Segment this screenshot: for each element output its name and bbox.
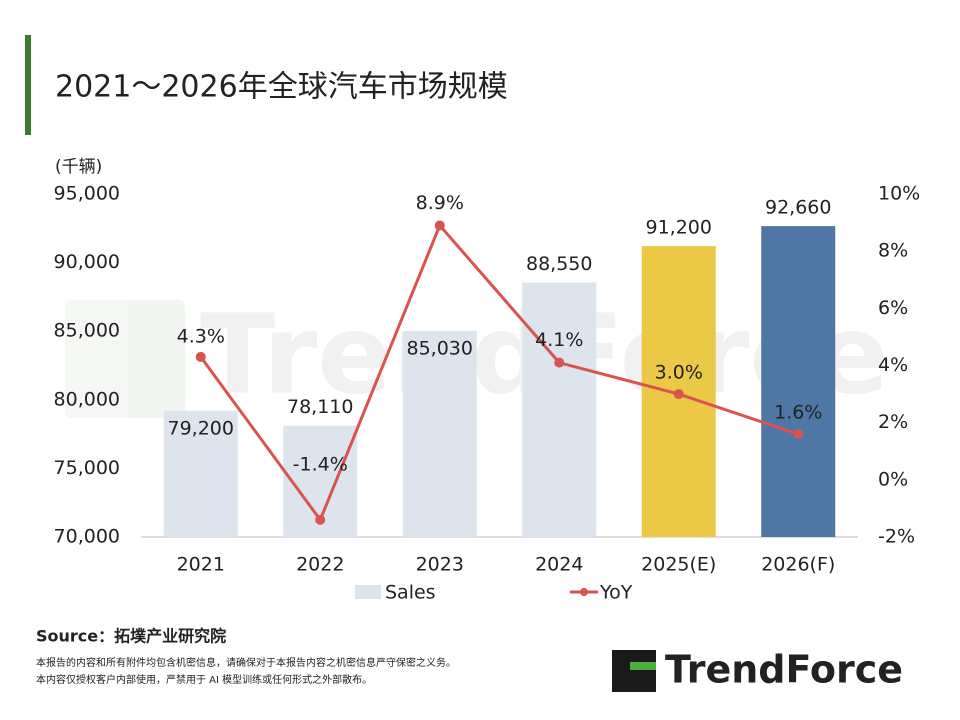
- data-label: 4.3%: [177, 325, 225, 347]
- data-label: 92,660: [765, 197, 831, 219]
- data-label: 4.1%: [535, 329, 583, 351]
- x-tick-label: 2021: [177, 554, 225, 576]
- y2-tick-label: 4%: [878, 354, 908, 376]
- x-tick-label: 2022: [296, 554, 344, 576]
- logo: TrendForce: [612, 648, 903, 692]
- data-label: -1.4%: [293, 453, 348, 475]
- bar: [402, 330, 477, 537]
- data-label: 91,200: [646, 217, 712, 239]
- y2-tick-label: 6%: [878, 297, 908, 319]
- y2-tick-label: 0%: [878, 468, 908, 490]
- bar: [163, 410, 238, 537]
- legend-swatch: [580, 588, 588, 596]
- data-label: 78,110: [287, 396, 353, 418]
- line: [199, 222, 799, 523]
- legend-swatch: [355, 585, 381, 599]
- watermark-icon: [65, 300, 185, 418]
- x-tick-label: 2024: [535, 554, 583, 576]
- bar: [522, 282, 597, 537]
- data-label: 8.9%: [416, 192, 464, 214]
- data-label: 85,030: [407, 337, 473, 359]
- data-label: 79,200: [168, 417, 234, 439]
- line-point: [793, 429, 804, 440]
- line-point: [315, 514, 326, 525]
- chart-title: 2021～2026年全球汽车市场规模: [55, 70, 508, 105]
- x-tick-label: 2023: [416, 554, 464, 576]
- x-tick-label: 2026(F): [761, 554, 835, 576]
- source: Source：拓墣产业研究院: [36, 627, 226, 646]
- x-tick-label: 2025(E): [641, 554, 716, 576]
- y2-tick-label: 8%: [878, 240, 908, 262]
- line-point: [434, 220, 445, 231]
- data-label: 88,550: [526, 253, 592, 275]
- line-point: [673, 389, 684, 400]
- y2-tick-label: 10%: [878, 183, 920, 205]
- line-point: [195, 351, 206, 362]
- y-tick-label: 80,000: [54, 388, 120, 410]
- title-accent: [25, 35, 31, 135]
- y-tick-label: 70,000: [54, 526, 120, 548]
- unit-label: (千辆): [55, 157, 102, 177]
- y2-tick-label: -2%: [878, 526, 915, 548]
- note: 本内容仅授权客户内部使用，严禁用于 AI 模型训练或任何形式之外部散布。: [36, 673, 372, 686]
- bar: [761, 226, 836, 537]
- note: 本报告的内容和所有附件均包含机密信息，请确保对于本报告内容之机密信息严守保密之义…: [36, 656, 456, 669]
- logo-icon: [612, 650, 656, 692]
- legend-label: Sales: [385, 582, 436, 604]
- legend-label: YoY: [599, 582, 633, 604]
- line-point: [554, 357, 565, 368]
- logo-icon-stripe: [630, 662, 656, 670]
- y-tick-label: 90,000: [54, 251, 120, 273]
- y2-tick-label: 2%: [878, 411, 908, 433]
- y-tick-label: 95,000: [54, 183, 120, 205]
- data-label: 3.0%: [655, 362, 703, 384]
- y-tick-label: 75,000: [54, 457, 120, 479]
- data-label: 1.6%: [774, 402, 822, 424]
- logo-text: TrendForce: [665, 648, 903, 692]
- y-tick-label: 85,000: [54, 320, 120, 342]
